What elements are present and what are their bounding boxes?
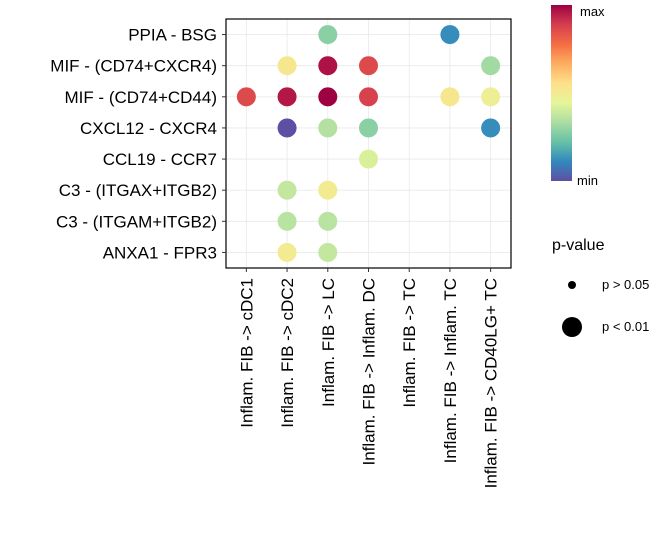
- x-label-inflam-fib-tc: Inflam. FIB -> TC: [400, 278, 419, 408]
- dot-c3-itgam-itgb2--inflam-fib-lc: [318, 211, 338, 231]
- size-legend-title: p-value: [552, 237, 605, 254]
- size-legend-small-label: p > 0.05: [602, 277, 649, 292]
- y-label-cxcl12-cxcr4: CXCL12 - CXCR4: [80, 119, 217, 138]
- y-axis-labels: PPIA - BSG MIF - (CD74+CXCR4) MIF - (CD74+…: [50, 26, 226, 262]
- grid-lines: [226, 19, 511, 268]
- size-legend-small-dot: [568, 281, 576, 289]
- dot-mif-cd74-cd44--inflam-fib-cdc1: [236, 87, 256, 107]
- dot-c3-itgax-itgb2--inflam-fib-lc: [318, 180, 338, 200]
- x-axis-labels: Inflam. FIB -> cDC1 Inflam. FIB -> cDC2 In…: [237, 268, 501, 488]
- colorbar: [551, 5, 572, 181]
- y-label-c3-itgax-itgb2: C3 - (ITGAX+ITGB2): [59, 181, 217, 200]
- dot-c3-itgam-itgb2--inflam-fib-cdc2: [277, 211, 297, 231]
- plot-panel: [225, 18, 512, 269]
- size-legend: p-value p > 0.05 p < 0.01: [552, 237, 649, 337]
- dot-cxcl12-cxcr4--inflam-fib-inflam-dc: [359, 118, 378, 138]
- dot-mif-cd74-cd44--inflam-fib-inflam-dc: [359, 87, 378, 107]
- colorbar-min-label: min: [577, 173, 598, 188]
- x-label-inflam-fib-cd40lg-tc: Inflam. FIB -> CD40LG+ TC: [482, 278, 501, 488]
- dot-mif-cd74-cxcr4--inflam-fib-lc: [318, 56, 338, 76]
- color-legend: max min: [551, 4, 605, 188]
- dot-mif-cd74-cxcr4--inflam-fib-inflam-dc: [359, 56, 378, 76]
- dot-ccl19-ccr7--inflam-fib-inflam-dc: [359, 149, 378, 169]
- x-label-inflam-fib-cdc2: Inflam. FIB -> cDC2: [278, 278, 297, 428]
- x-label-inflam-fib-lc: Inflam. FIB -> LC: [319, 278, 338, 407]
- size-legend-large-dot: [562, 317, 582, 337]
- dot-mif-cd74-cd44--inflam-fib-cdc2: [277, 87, 297, 107]
- dot-cxcl12-cxcr4--inflam-fib-lc: [318, 118, 338, 138]
- y-label-ppia-bsg: PPIA - BSG: [128, 26, 217, 45]
- dot-ppia-bsg--inflam-fib-inflam-tc: [440, 25, 460, 45]
- colorbar-max-label: max: [580, 4, 605, 19]
- x-label-inflam-fib-cdc1: Inflam. FIB -> cDC1: [237, 278, 256, 428]
- dot-cxcl12-cxcr4--inflam-fib-cdc2: [277, 118, 297, 138]
- dot-cxcl12-cxcr4--inflam-fib-cd40lg-tc: [481, 118, 501, 138]
- dot-mif-cd74-cd44--inflam-fib-inflam-tc: [440, 87, 460, 107]
- y-label-mif-cd74-cxcr4: MIF - (CD74+CXCR4): [50, 57, 217, 76]
- data-points: [236, 25, 501, 262]
- dot-mif-cd74-cxcr4--inflam-fib-cdc2: [277, 56, 297, 76]
- dot-ppia-bsg--inflam-fib-lc: [318, 25, 338, 45]
- y-label-c3-itgam-itgb2: C3 - (ITGAM+ITGB2): [56, 212, 217, 231]
- dot-mif-cd74-cd44--inflam-fib-lc: [318, 87, 338, 107]
- dot-mif-cd74-cd44--inflam-fib-cd40lg-tc: [481, 87, 501, 107]
- y-label-mif-cd74-cd44: MIF - (CD74+CD44): [64, 88, 217, 107]
- dot-mif-cd74-cxcr4--inflam-fib-cd40lg-tc: [481, 56, 501, 76]
- y-label-anxa1-fpr3: ANXA1 - FPR3: [103, 243, 217, 262]
- size-legend-large-label: p < 0.01: [602, 319, 649, 334]
- dot-anxa1-fpr3--inflam-fib-cdc2: [277, 242, 297, 262]
- dot-c3-itgax-itgb2--inflam-fib-cdc2: [277, 180, 297, 200]
- x-label-inflam-fib-inflam-tc: Inflam. FIB -> Inflam. TC: [441, 278, 460, 463]
- dot-anxa1-fpr3--inflam-fib-lc: [318, 242, 338, 262]
- y-label-ccl19-ccr7: CCL19 - CCR7: [103, 150, 217, 169]
- x-label-inflam-fib-inflam-dc: Inflam. FIB -> Inflam. DC: [360, 278, 379, 466]
